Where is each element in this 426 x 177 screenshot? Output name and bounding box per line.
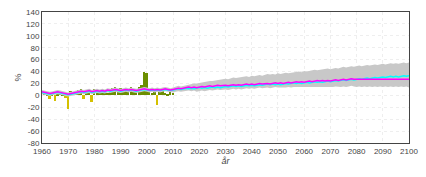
svg-text:-40: -40 [28,115,40,124]
svg-text:60: 60 [30,55,39,64]
svg-text:1990: 1990 [112,147,130,156]
svg-text:1970: 1970 [59,147,77,156]
svg-text:år: år [221,156,230,166]
svg-text:20: 20 [30,79,39,88]
svg-text:120: 120 [26,20,40,29]
svg-text:2010: 2010 [164,147,182,156]
svg-text:2060: 2060 [295,147,313,156]
svg-text:-80: -80 [28,139,40,148]
svg-text:140: 140 [26,8,40,17]
svg-text:0: 0 [35,91,40,100]
svg-text:100: 100 [26,32,40,41]
svg-text:2020: 2020 [190,147,208,156]
svg-text:2080: 2080 [348,147,366,156]
svg-text:2000: 2000 [138,147,156,156]
svg-text:2050: 2050 [269,147,287,156]
svg-text:2030: 2030 [217,147,235,156]
svg-text:1960: 1960 [33,147,51,156]
svg-text:-60: -60 [28,127,40,136]
svg-text:1980: 1980 [86,147,104,156]
svg-text:40: 40 [30,67,39,76]
svg-text:2100: 2100 [400,147,418,156]
svg-text:80: 80 [30,44,39,53]
svg-text:%: % [13,73,23,81]
svg-text:-20: -20 [28,103,40,112]
svg-text:2090: 2090 [374,147,392,156]
svg-text:2070: 2070 [321,147,339,156]
svg-text:2040: 2040 [243,147,261,156]
